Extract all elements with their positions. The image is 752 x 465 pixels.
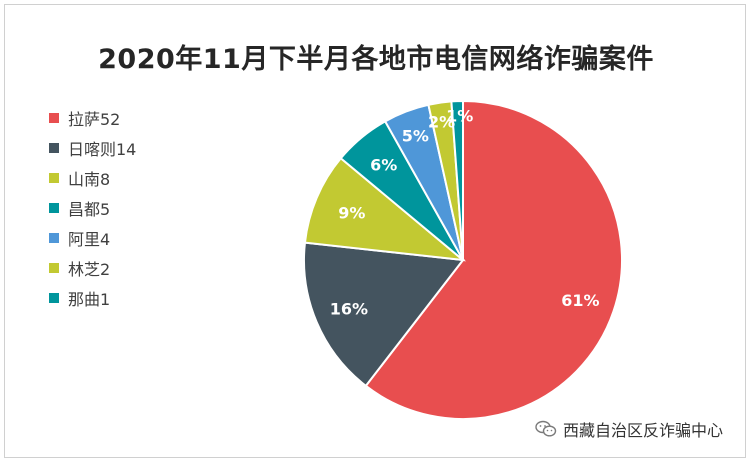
pie-percent-label: 5% xyxy=(402,126,429,145)
legend-item: 阿里4 xyxy=(49,223,136,253)
legend-item: 那曲1 xyxy=(49,283,136,313)
legend-swatch xyxy=(49,143,59,153)
legend-swatch xyxy=(49,293,59,303)
pie-percent-label: 16% xyxy=(330,300,368,319)
legend-swatch xyxy=(49,113,59,123)
pie-percent-label: 6% xyxy=(370,156,397,175)
watermark-text: 西藏自治区反诈骗中心 xyxy=(562,421,723,440)
legend-label: 山南8 xyxy=(68,170,111,189)
legend: 拉萨52 日喀则14 山南8 昌都5 阿里4 林芝2 那曲1 xyxy=(49,103,136,313)
legend-item: 山南8 xyxy=(49,163,136,193)
pie-chart: 61% 16% 9% 6% 5%2%1% xyxy=(303,99,623,420)
pie-percent-label: 2% xyxy=(428,113,455,132)
pie-percent-label: 61% xyxy=(561,291,599,310)
wechat-icon xyxy=(535,420,557,437)
pie-percent-label: 9% xyxy=(338,204,365,223)
legend-item: 日喀则14 xyxy=(49,133,136,163)
legend-swatch xyxy=(49,203,59,213)
legend-label: 日喀则14 xyxy=(68,140,137,159)
pie-slice-山南 xyxy=(303,156,467,262)
legend-swatch xyxy=(49,263,59,273)
legend-label: 阿里4 xyxy=(68,230,111,249)
legend-swatch xyxy=(49,173,59,183)
legend-item: 林芝2 xyxy=(49,253,136,283)
pie-slice-日喀则 xyxy=(303,241,465,388)
pie-percent-label: 1% xyxy=(446,106,473,125)
pie-slice-拉萨 xyxy=(364,99,623,420)
chart-frame: 2020年11月下半月各地市电信网络诈骗案件 拉萨52 日喀则14 山南8 昌都5 阿里… xyxy=(4,4,746,458)
legend-label: 拉萨52 xyxy=(68,110,121,129)
legend-label: 林芝2 xyxy=(68,260,111,279)
legend-swatch xyxy=(49,233,59,243)
legend-label: 那曲1 xyxy=(68,290,111,309)
pie-slice-那曲 xyxy=(450,99,464,261)
chart-title: 2020年11月下半月各地市电信网络诈骗案件 xyxy=(98,44,654,75)
watermark: 西藏自治区反诈骗中心 xyxy=(535,417,723,441)
legend-item: 昌都5 xyxy=(49,193,136,223)
legend-label: 昌都5 xyxy=(68,200,111,219)
legend-item: 拉萨52 xyxy=(49,103,136,133)
